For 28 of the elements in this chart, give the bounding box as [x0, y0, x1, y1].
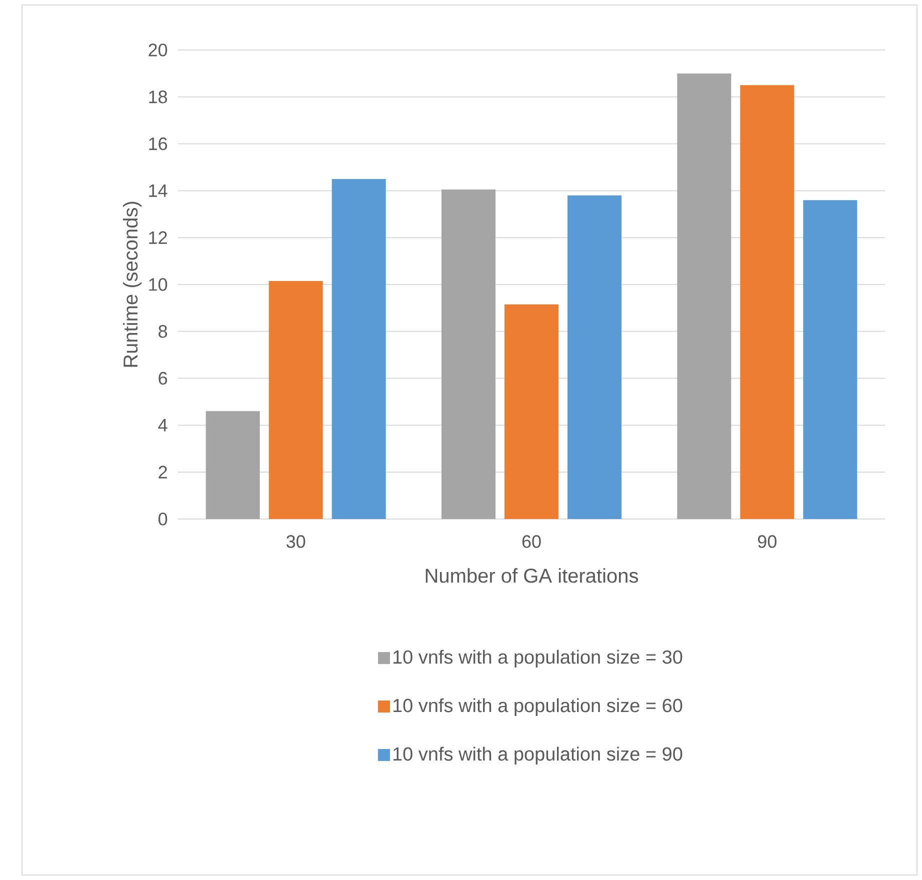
bar: [268, 280, 323, 519]
y-tick-label: 10: [149, 278, 168, 291]
bar: [568, 195, 622, 519]
bar: [677, 73, 732, 519]
legend-label: 10 vnfs with a population size = 30: [393, 650, 682, 668]
x-tick-label: 60: [522, 535, 541, 548]
y-tick-label: 0: [158, 512, 168, 526]
y-tick-label: 12: [149, 231, 167, 244]
y-tick-label: 20: [148, 44, 168, 56]
y-tick-label: 2: [158, 466, 167, 478]
y-axis-title: Runtime (seconds): [122, 202, 142, 367]
y-tick-label: 16: [149, 137, 168, 150]
bar: [803, 200, 858, 519]
bar: [442, 190, 496, 519]
y-tick-label: 8: [158, 325, 168, 338]
y-tick-label: 4: [158, 418, 168, 432]
legend-label: 10 vnfs with a population size = 90: [393, 746, 682, 764]
y-tick-label: 14: [149, 184, 168, 197]
bar: [206, 411, 260, 519]
bar: [740, 85, 794, 519]
bar: [332, 178, 386, 519]
y-tick-label: 18: [149, 90, 168, 104]
x-tick-label: 90: [758, 535, 776, 548]
x-tick-label: 30: [286, 535, 306, 548]
y-tick-label: 6: [158, 372, 168, 385]
x-axis-title: Number of GA iterations: [426, 568, 638, 583]
bar: [504, 304, 558, 519]
legend-label: 10 vnfs with a population size = 60: [393, 698, 682, 716]
